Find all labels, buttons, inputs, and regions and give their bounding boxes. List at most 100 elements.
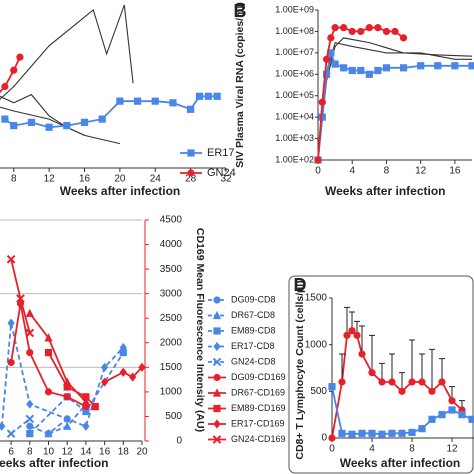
- y-tick-label: 0: [321, 433, 327, 444]
- y-tick-label: 1500: [305, 293, 328, 304]
- marker: [26, 430, 34, 438]
- legend-marker: [213, 296, 221, 304]
- series-line: [317, 37, 473, 161]
- series-line: [10, 259, 31, 334]
- marker: [468, 415, 474, 423]
- series-line: [0, 106, 121, 145]
- marker: [63, 393, 71, 401]
- marker: [133, 97, 142, 105]
- y2-tick-label: 4000: [160, 239, 183, 250]
- marker: [322, 55, 331, 63]
- y2-tick-label: 1500: [160, 362, 183, 373]
- legend-marker: [213, 404, 221, 413]
- x-axis-title: Weeks after infection: [325, 184, 445, 198]
- marker: [468, 62, 474, 70]
- marker: [378, 430, 386, 438]
- x-tick-label: 20: [114, 174, 126, 185]
- legend-label: ER17: [207, 147, 235, 159]
- marker: [129, 372, 137, 382]
- marker: [45, 123, 53, 131]
- legend-label: GN24-CD169: [231, 434, 286, 444]
- series-line: [47, 352, 96, 408]
- panel-label: B: [234, 1, 247, 21]
- marker: [26, 422, 34, 430]
- legend-marker: [212, 388, 222, 397]
- x-tick-label: 24: [150, 174, 162, 185]
- marker: [365, 70, 373, 78]
- series-line: [317, 49, 472, 161]
- marker: [213, 92, 221, 100]
- marker: [63, 421, 72, 430]
- x-tick-label: 8: [11, 174, 17, 185]
- marker: [428, 415, 436, 423]
- legend-label: DR67-CD8: [231, 310, 275, 320]
- x-tick-label: 6: [8, 447, 14, 458]
- marker: [418, 425, 426, 433]
- x-tick-label: 0: [329, 444, 335, 455]
- legend-marker: [213, 419, 221, 429]
- marker: [399, 64, 408, 72]
- x-tick-label: 14: [80, 447, 92, 458]
- marker: [26, 349, 34, 357]
- marker: [374, 66, 382, 75]
- legend-label: DG09-CD8: [231, 294, 276, 304]
- marker: [44, 429, 53, 438]
- error-bar: [439, 358, 445, 382]
- x-tick-label: 16: [79, 174, 91, 185]
- marker: [378, 378, 386, 386]
- marker: [327, 49, 335, 57]
- y-axis-title: CD8+ T Lymphocyte Count (cells/µl): [294, 280, 306, 459]
- x-axis-title: Weeks after infection: [60, 184, 180, 198]
- marker: [101, 377, 109, 387]
- marker: [318, 98, 326, 106]
- marker: [0, 421, 6, 431]
- legend-marker: [187, 149, 195, 157]
- marker: [434, 62, 442, 70]
- marker: [10, 122, 18, 130]
- marker: [398, 387, 406, 395]
- x-tick-label: 12: [44, 174, 56, 185]
- marker: [81, 397, 90, 406]
- y2-tick-label: 2000: [160, 337, 183, 348]
- y2-tick-label: 4500: [160, 215, 183, 226]
- marker: [398, 429, 406, 437]
- series-line: [104, 366, 143, 383]
- marker: [25, 414, 35, 424]
- marker: [331, 60, 339, 68]
- error-bar: [409, 339, 415, 382]
- marker: [451, 62, 459, 70]
- marker: [318, 113, 326, 121]
- x-tick-label: 8: [409, 444, 415, 455]
- marker: [327, 34, 335, 42]
- marker: [388, 429, 396, 437]
- marker: [44, 333, 53, 342]
- error-bar: [369, 334, 375, 373]
- marker: [448, 397, 456, 405]
- marker: [382, 64, 391, 72]
- y-tick-label: 1.00E+02: [275, 154, 314, 164]
- x-tick-label: 8: [384, 166, 390, 177]
- marker: [331, 24, 339, 32]
- marker: [98, 115, 106, 123]
- marker: [408, 428, 416, 436]
- error-bar: [419, 353, 425, 382]
- error-bar: [344, 306, 350, 336]
- marker: [340, 24, 348, 32]
- marker: [382, 27, 391, 36]
- marker: [44, 388, 53, 396]
- marker: [348, 430, 356, 438]
- marker: [44, 349, 53, 357]
- marker: [399, 34, 408, 42]
- x-tick-label: 8: [27, 447, 33, 458]
- x-tick-label: 4: [369, 444, 375, 455]
- marker: [16, 53, 24, 61]
- legend-marker: [212, 357, 222, 367]
- marker: [138, 362, 146, 372]
- y-tick-label: 1.00E+03: [275, 133, 314, 143]
- x-tick-label: 4: [349, 166, 355, 177]
- marker: [438, 411, 446, 419]
- marker: [348, 66, 356, 75]
- marker: [417, 62, 425, 70]
- y-tick-label: 500: [310, 386, 327, 397]
- legend-label: GN24-CD8: [231, 356, 276, 366]
